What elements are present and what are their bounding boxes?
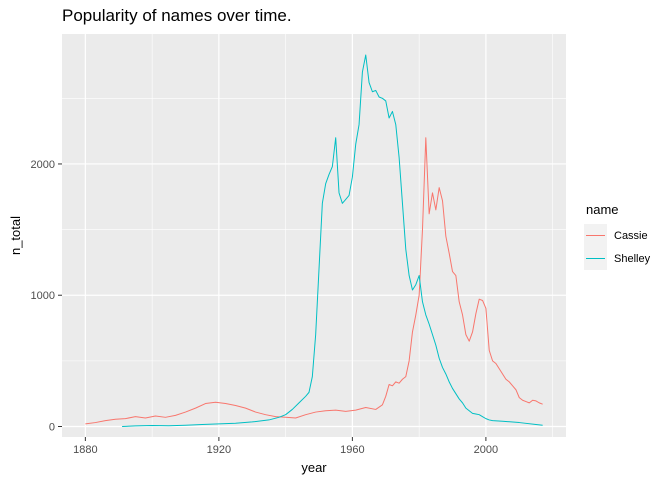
y-axis-title: n_total [8,216,23,255]
series-line-cassie [85,137,543,425]
x-axis-title: year [301,460,327,475]
x-tick-label: 2000 [474,444,498,456]
series-layer [85,54,543,427]
legend-label-cassie: Cassie [614,230,648,242]
x-tick-label: 1960 [340,444,364,456]
y-tick-label: 0 [49,421,55,433]
plot-panel [62,34,566,437]
chart-title: Popularity of names over time. [62,6,292,25]
x-tick-label: 1880 [73,444,97,456]
legend: name Cassie Shelley [584,202,651,270]
major-gridlines [62,34,566,437]
y-tick-label: 1000 [31,290,55,302]
series-line-shelley [122,54,543,427]
y-tick-label: 2000 [31,159,55,171]
legend-label-shelley: Shelley [614,253,651,265]
x-tick-label: 1920 [207,444,231,456]
legend-title: name [586,202,619,217]
axes-layer: 1880 1920 1960 2000 0 1000 2000 [31,159,499,456]
